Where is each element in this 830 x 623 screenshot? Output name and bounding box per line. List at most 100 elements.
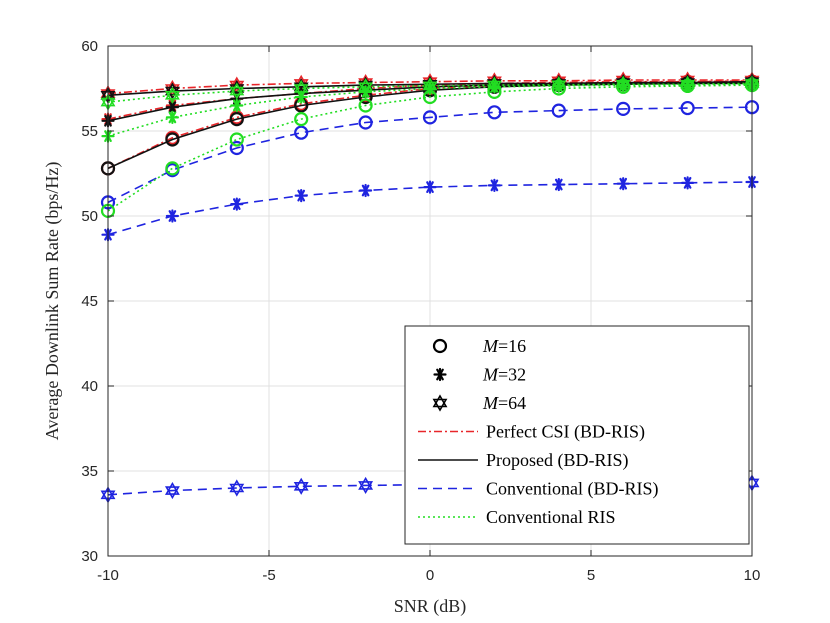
series-line — [107, 84, 753, 212]
marker-triangle-up — [432, 394, 448, 408]
ticks: -10 -5 0 5 10 30 35 40 45 50 55 60 — [81, 38, 760, 584]
legend-circle-icon — [432, 338, 448, 354]
marker-triangle-down — [358, 481, 374, 495]
data-point-hexagram — [229, 82, 245, 100]
series-line — [107, 181, 753, 236]
legend-symbol: M — [482, 365, 499, 385]
legend-item: M=16 — [432, 336, 526, 356]
data-point-circle — [551, 103, 566, 118]
legend-item: Conventional (BD-RIS) — [418, 479, 659, 500]
y-tick-label: 30 — [81, 548, 98, 565]
legend-symbol: M — [482, 393, 499, 413]
data-point-hexagram — [293, 79, 309, 98]
marker-triangle-up — [680, 75, 696, 89]
data-point-hexagram — [680, 75, 696, 93]
legend-item: Conventional RIS — [418, 507, 616, 527]
legend-item: M=64 — [432, 393, 526, 413]
data-point-asterisk — [294, 189, 308, 203]
marker-triangle-up — [358, 476, 374, 490]
marker-triangle-up — [229, 82, 245, 96]
data-point-circle — [358, 115, 373, 130]
marker-triangle-up — [358, 78, 374, 92]
marker-triangle-down — [615, 79, 631, 93]
x-tick-label: 0 — [426, 567, 434, 584]
data-point-circle — [680, 100, 695, 116]
data-point-asterisk — [680, 176, 695, 190]
data-point-asterisk — [165, 110, 179, 125]
data-point-hexagram — [422, 77, 438, 95]
data-point-circle — [487, 105, 502, 120]
marker-triangle-up — [486, 76, 502, 90]
data-point-hexagram — [486, 76, 502, 94]
data-point-circle — [294, 111, 309, 127]
legend-value: =16 — [498, 336, 526, 356]
legend-item: Proposed (BD-RIS) — [418, 450, 629, 471]
marker-triangle-up — [293, 477, 309, 491]
data-point-circle — [422, 110, 438, 125]
data-point-asterisk — [359, 85, 373, 99]
marker-triangle-down — [358, 82, 374, 96]
marker-triangle-down — [486, 80, 502, 94]
legend-hexagram-icon — [432, 394, 448, 412]
data-point-hexagram — [358, 476, 374, 495]
marker-triangle-up — [164, 481, 180, 495]
marker-triangle-down — [293, 481, 309, 495]
y-tick-label: 60 — [81, 38, 98, 55]
series-line — [107, 106, 753, 204]
data-point-circle — [165, 132, 180, 147]
marker-triangle-down — [432, 398, 448, 412]
legend-value: =64 — [498, 393, 526, 413]
data-point-hexagram — [615, 75, 631, 93]
y-tick-label: 35 — [81, 463, 98, 480]
x-tick-label: 10 — [744, 567, 761, 584]
data-point-hexagram — [229, 479, 245, 497]
data-point-asterisk — [230, 98, 244, 113]
marker-triangle-down — [229, 483, 245, 497]
data-point-asterisk — [359, 183, 373, 198]
marker-triangle-down — [229, 86, 245, 100]
data-point-hexagram — [164, 86, 180, 104]
legend-symbol: M — [482, 336, 499, 356]
legend-asterisk-icon — [433, 367, 447, 382]
legend-label: M=16 — [482, 336, 526, 356]
marker-triangle-up — [164, 86, 180, 100]
data-point-circle — [229, 111, 244, 127]
marker-triangle-down — [422, 81, 438, 95]
data-point-hexagram — [164, 481, 180, 500]
marker-triangle-up — [293, 79, 309, 93]
y-tick-label: 50 — [81, 208, 98, 225]
data-point-asterisk — [230, 197, 244, 211]
marker-triangle-up — [551, 76, 567, 90]
marker-triangle-down — [293, 84, 309, 98]
data-point-hexagram — [358, 78, 374, 96]
marker-triangle-down — [164, 91, 180, 104]
data-point-asterisk — [487, 178, 501, 192]
y-tick-label: 45 — [81, 293, 98, 310]
legend-label: Conventional (BD-RIS) — [486, 479, 659, 500]
data-point-circle — [165, 161, 180, 176]
data-point-asterisk — [616, 177, 630, 191]
data-point-hexagram — [293, 477, 309, 495]
y-tick-label: 40 — [81, 378, 98, 395]
legend-item: M=32 — [433, 365, 526, 385]
x-tick-label: -10 — [97, 567, 119, 584]
data-point-circle — [616, 101, 631, 117]
data-point-hexagram — [551, 76, 567, 94]
data-point-asterisk — [423, 180, 437, 194]
data-point-circle — [229, 140, 244, 156]
grid — [107, 45, 753, 557]
data-point-circle — [358, 98, 373, 113]
marker-triangle-up — [164, 82, 180, 96]
legend-label: M=64 — [482, 393, 526, 413]
legend-box — [404, 325, 750, 545]
marker-triangle-down — [680, 79, 696, 93]
marker-triangle-down — [164, 486, 180, 500]
data-point-asterisk — [552, 177, 566, 192]
legend-value: =32 — [498, 365, 526, 385]
data-point-asterisk — [165, 209, 179, 223]
legend-label: M=32 — [482, 365, 526, 385]
x-tick-label: -5 — [262, 567, 275, 584]
marker-triangle-up — [229, 479, 245, 493]
data-point-circle — [229, 132, 244, 147]
